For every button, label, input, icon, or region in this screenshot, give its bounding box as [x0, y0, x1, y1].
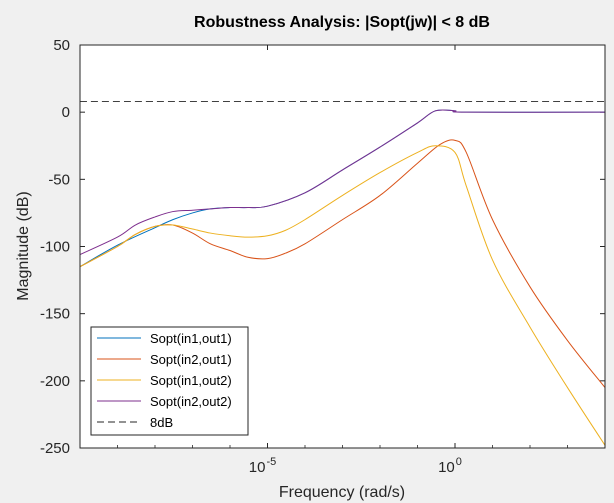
legend: Sopt(in1,out1) Sopt(in2,out1) Sopt(in1,out…	[90, 326, 249, 436]
y-tick-label: -250	[40, 440, 70, 457]
y-tick-label: 0	[62, 104, 70, 121]
series-layer	[79, 100, 606, 446]
legend-entry-label: Sopt(in1,out1)	[150, 331, 232, 346]
x-tick-label: 100	[438, 456, 462, 476]
y-tick-label: -50	[48, 171, 70, 188]
series-line-4	[79, 109, 606, 256]
plot-frame	[79, 44, 606, 449]
y-tick-label: -200	[40, 373, 70, 390]
y-axis-ticks: 50 0 -50 -100 -150 -200 -250	[40, 37, 605, 457]
legend-entry-label: Sopt(in1,out2)	[150, 373, 232, 388]
legend-entry-label: Sopt(in2,out1)	[150, 352, 232, 367]
x-tick-label: 10-5	[249, 456, 276, 476]
legend-entry-label: Sopt(in2,out2)	[150, 394, 232, 409]
chart-title: Robustness Analysis: |Sopt(jw)| < 8 dB	[194, 14, 490, 31]
y-axis-label: Magnitude (dB)	[15, 191, 32, 300]
legend-entry-label: 8dB	[150, 415, 173, 430]
x-axis-label: Frequency (rad/s)	[279, 484, 405, 501]
y-tick-label: -150	[40, 306, 70, 323]
legend-box	[90, 326, 249, 436]
y-tick-label: -100	[40, 239, 70, 256]
series-line-3	[79, 145, 606, 446]
y-tick-label: 50	[53, 37, 70, 54]
